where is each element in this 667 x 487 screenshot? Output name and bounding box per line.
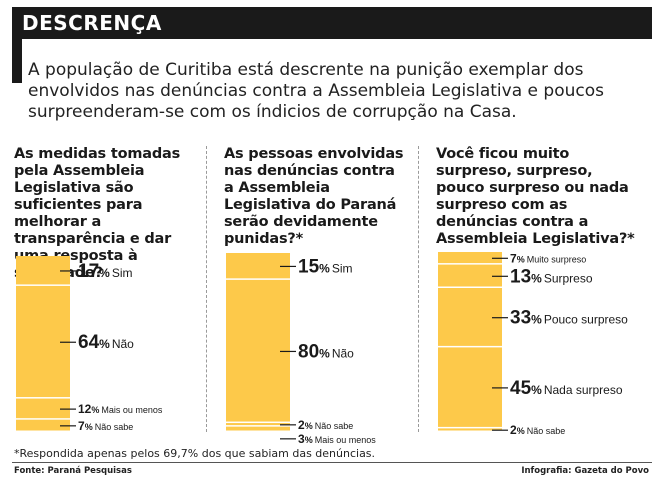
data-label-3-1: 7% Muito surpreso [510,251,586,265]
chart-panel-2: As pessoas envolvidas nas denúncias cont… [224,146,424,436]
bar-segment-3-1 [438,252,502,264]
header-bar [12,7,652,39]
data-label-3-4: 45% Nada surpreso [510,378,623,399]
chart-panel-3: Você ficou muito surpreso, surpreso, pou… [436,146,636,436]
footnote: *Respondida apenas pelos 69,7% dos que s… [14,447,376,460]
bar-segment-3-3 [438,288,502,346]
panel-divider-2 [418,146,419,432]
bar-segment-3-5 [438,428,502,431]
data-label-3-2: 13% Surpreso [510,266,593,287]
chart-panel-1: As medidas tomadas pela Assembleia Legis… [14,146,214,436]
bar-segment-2-3 [226,423,290,426]
footer-rule [12,462,652,463]
bar-segment-2-4 [226,426,290,431]
panel-divider-1 [206,146,207,432]
bar-segment-3-2 [438,264,502,287]
bar-segment-1-3 [16,398,70,419]
accent-bar [12,39,22,83]
infographic-credit: Infografia: Gazeta do Povo [521,466,649,476]
question-2: As pessoas envolvidas nas denúncias cont… [224,146,404,247]
intro-text: A população de Curitiba está descrente n… [28,60,604,122]
page-title: DESCRENÇA [22,11,162,35]
data-label-1-2: 64% Não [78,332,134,353]
data-label-2-2: 80% Não [298,341,354,362]
bar-segment-2-2 [226,279,290,422]
source-credit: Fonte: Paraná Pesquisas [14,466,132,476]
bar-segment-1-4 [16,419,70,431]
bar-segment-1-1 [16,256,70,285]
bar-segment-2-1 [226,253,290,279]
question-1: As medidas tomadas pela Assembleia Legis… [14,146,181,281]
bar-segment-1-2 [16,285,70,398]
data-label-1-3: 12% Mais ou menos [78,402,163,416]
data-label-1-1: 17% Sim [78,261,132,282]
data-label-3-5: 2% Não sabe [510,423,565,437]
data-label-2-3: 2% Não sabe [298,418,353,432]
question-3: Você ficou muito surpreso, surpreso, pou… [436,146,635,247]
data-label-1-4: 7% Não sabe [78,419,133,433]
bar-segment-3-4 [438,347,502,427]
data-label-2-1: 15% Sim [298,256,352,277]
data-label-2-4: 3% Mais ou menos [298,432,376,446]
data-label-3-3: 33% Pouco surpreso [510,308,628,329]
